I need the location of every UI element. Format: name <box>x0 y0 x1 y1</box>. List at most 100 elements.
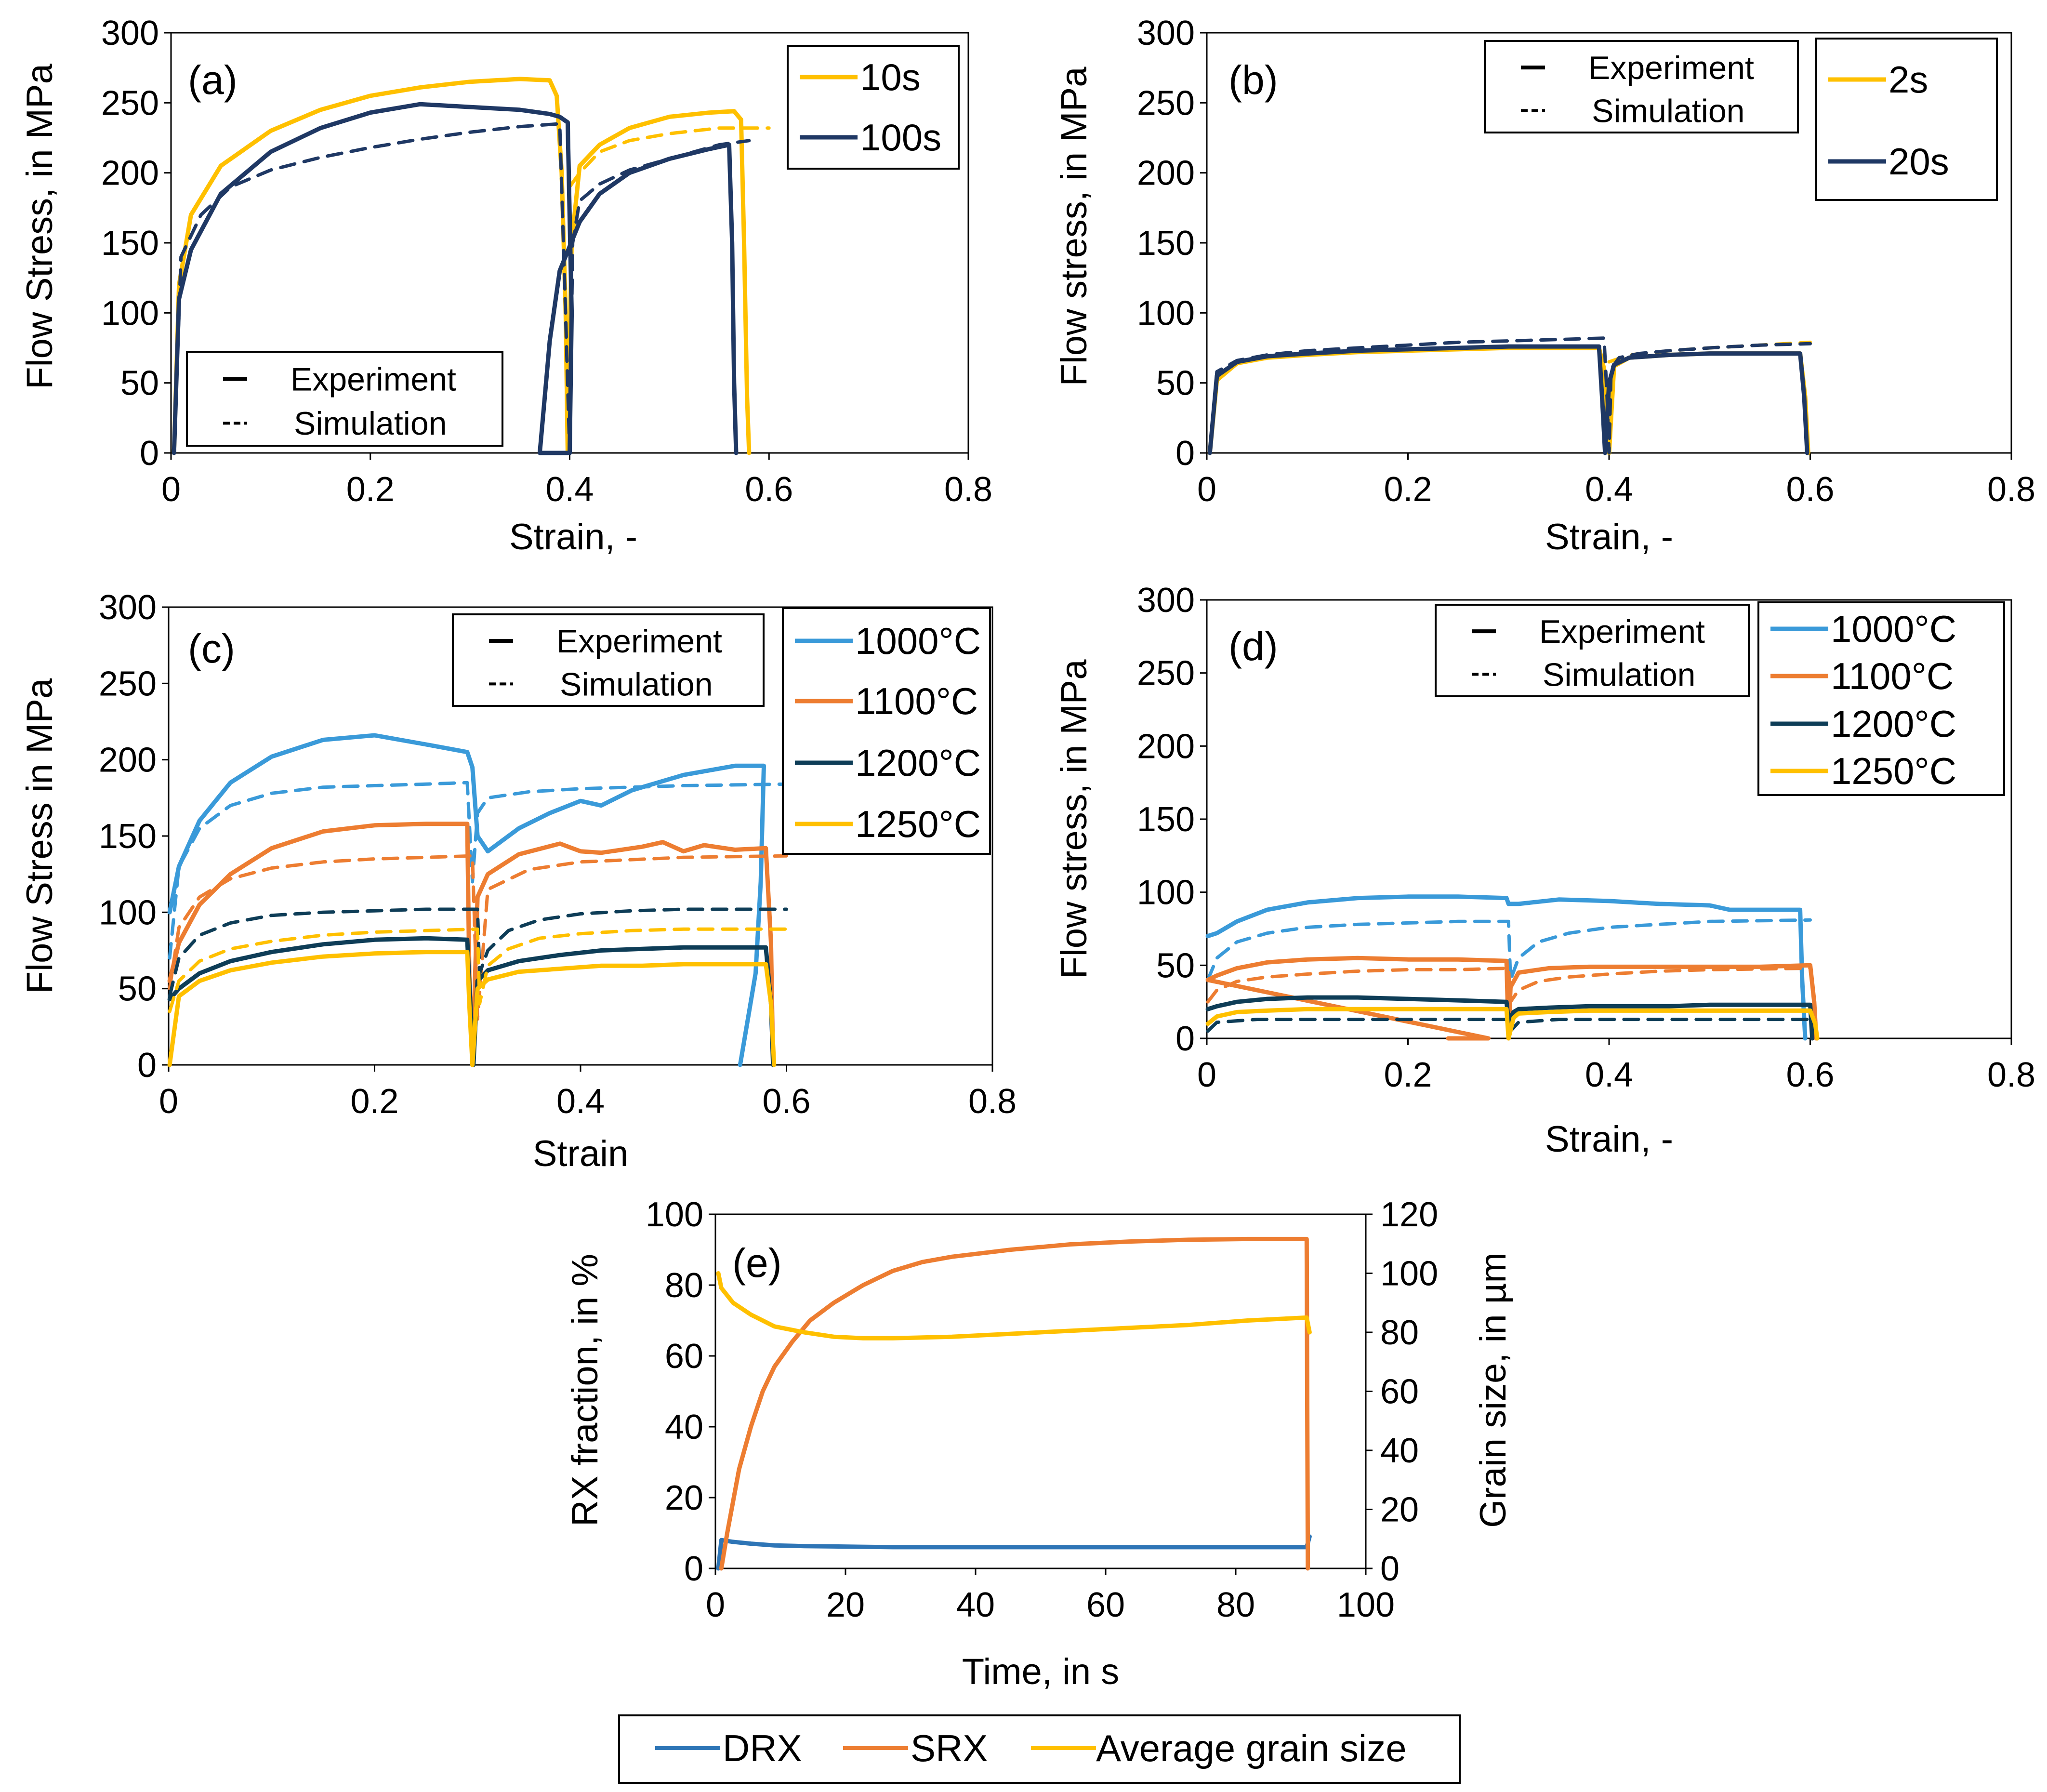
chart-e-series-line-drx-series <box>716 1534 1312 1571</box>
chart-c-x-tick-label: 0 <box>159 1082 178 1121</box>
chart-a-panel-label: (a) <box>188 57 238 103</box>
chart-a-y-tick-label: 200 <box>101 154 159 193</box>
chart-a-y-tick-label: 100 <box>101 294 159 332</box>
chart-c-x-tick-label: 0.4 <box>556 1082 605 1121</box>
chart-e-legend-label: DRX <box>723 1727 802 1769</box>
chart-b-x-tick-label: 0.6 <box>1786 470 1834 509</box>
chart-e-series-line-srx-series <box>719 1236 1310 1571</box>
chart-c-legend-label: 1200°C <box>855 742 981 784</box>
chart-c-ylabel: Flow Stress in MPa <box>19 678 60 994</box>
chart-c-series-line-1200-c-simulation <box>168 907 788 998</box>
chart-d-series-line-1200-c-simulation <box>1206 1018 1812 1033</box>
chart-b-y-tick-label: 0 <box>1175 434 1195 473</box>
chart-a-x-tick-label: 0.2 <box>346 470 395 509</box>
chart-e-x-tick-label: 20 <box>826 1586 865 1624</box>
chart-d-y-tick-label: 300 <box>1137 581 1195 620</box>
chart-b-x-tick-label: 0 <box>1197 470 1216 509</box>
chart-c-y-tick-label: 50 <box>118 970 157 1009</box>
chart-e-y-tick-label: 40 <box>665 1408 703 1447</box>
chart-e-xlabel: Time, in s <box>962 1651 1120 1692</box>
chart-d-style-legend-box <box>1435 604 1750 697</box>
chart-c-y-tick-label: 100 <box>99 893 157 932</box>
chart-b-y-tick-label: 150 <box>1137 224 1195 263</box>
chart-b-series-legend-box <box>1815 38 1998 201</box>
chart-c-panel-label: (c) <box>188 626 235 671</box>
chart-c-series-line-1100-c-experiment <box>167 822 776 1067</box>
chart-c-x-tick-label: 0.2 <box>350 1082 398 1121</box>
chart-d-series-line-1000-c-experiment <box>1205 894 1808 1041</box>
chart-e-y-tick-label: 0 <box>684 1550 703 1588</box>
chart-e-y2-tick-label: 100 <box>1380 1255 1438 1293</box>
chart-a-y-tick-label: 150 <box>101 224 159 263</box>
chart-c-legend-simulation-label: Simulation <box>560 666 713 703</box>
chart-e-x-tick-label: 40 <box>956 1586 995 1624</box>
chart-d-legend-experiment-label: Experiment <box>1539 613 1705 650</box>
chart-a-series-line-10s-simulation <box>568 126 771 189</box>
chart-c-series-line-1000-c-simulation <box>168 781 788 960</box>
chart-d-y-tick-label: 0 <box>1175 1020 1195 1058</box>
chart-e-x-tick-label: 80 <box>1216 1586 1255 1624</box>
chart-a-style-legend-box <box>186 351 503 447</box>
chart-e-x-tick-label: 100 <box>1337 1586 1395 1624</box>
chart-b-x-tick-label: 0.4 <box>1585 470 1633 509</box>
chart-c-series-line-1250-c-simulation <box>168 927 788 1013</box>
chart-d-series-line-1250-c-experiment <box>1205 1007 1820 1041</box>
chart-b-y-tick-label: 300 <box>1137 14 1195 53</box>
chart-a-series-line-10s-experiment <box>172 77 752 455</box>
chart-a-x-tick-label: 0.4 <box>545 470 594 509</box>
chart-e-y2-tick-label: 20 <box>1380 1491 1419 1529</box>
chart-c-x-tick-label: 0.8 <box>968 1082 1017 1121</box>
chart-e-panel-label: (e) <box>732 1240 782 1286</box>
chart-e-x-tick-label: 0 <box>706 1586 725 1624</box>
chart-c-series-line-1100-c-simulation <box>168 854 788 1021</box>
chart-e-y-tick-label: 20 <box>665 1479 703 1517</box>
chart-b-y-tick-label: 100 <box>1137 294 1195 332</box>
chart-c-y-tick-label: 0 <box>137 1046 157 1085</box>
chart-a-y-tick-label: 0 <box>140 434 159 473</box>
chart-a-ylabel: Flow Stress, in MPa <box>19 63 60 389</box>
chart-d-x-tick-label: 0.4 <box>1585 1056 1633 1094</box>
chart-a-y-tick-label: 300 <box>101 14 159 53</box>
chart-e-y2-tick-label: 0 <box>1380 1550 1400 1588</box>
chart-d-y-tick-label: 250 <box>1137 654 1195 693</box>
chart-panel-e: RX fraction, in % Grain size, in µm Time… <box>565 1195 1514 1784</box>
chart-b-style-legend-box <box>1484 40 1799 133</box>
chart-a-x-tick-label: 0.6 <box>745 470 793 509</box>
chart-b-legend-experiment-label: Experiment <box>1588 50 1754 86</box>
chart-c-style-legend-box <box>452 613 765 707</box>
chart-a-legend-label: 10s <box>860 56 921 98</box>
chart-a-xlabel: Strain, - <box>509 517 637 558</box>
chart-e-ylabel: RX fraction, in % <box>565 1254 606 1527</box>
chart-b-series-line-2s-experiment <box>1207 345 1810 455</box>
chart-a-series-legend-box <box>787 45 960 170</box>
chart-panel-c: Flow Stress in MPa Strain (c) 0 0.2 0.4 0.6… <box>19 588 1017 1174</box>
chart-d-y-tick-label: 150 <box>1137 800 1195 839</box>
chart-e-legend-label: SRX <box>911 1727 988 1769</box>
chart-d-series-line-1100-c-simulation <box>1206 966 1812 1004</box>
chart-d-legend-label: 1250°C <box>1831 750 1956 792</box>
chart-b-ylabel: Flow stress, in MPa <box>1054 66 1095 386</box>
chart-c-legend-label: 1100°C <box>855 680 978 722</box>
chart-panel-a: Flow Stress, in MPa Strain, - (a) 0 0.2 0.… <box>19 14 992 558</box>
chart-e-plot-frame <box>714 1213 1367 1569</box>
chart-c-y-tick-label: 200 <box>99 741 157 780</box>
chart-d-x-tick-label: 0.2 <box>1384 1056 1432 1094</box>
chart-a-x-tick-label: 0 <box>161 470 181 509</box>
chart-b-y-tick-label: 50 <box>1156 364 1195 403</box>
chart-d-x-tick-label: 0 <box>1197 1056 1216 1094</box>
chart-e-y-tick-label: 100 <box>646 1195 703 1234</box>
chart-e-y-tick-label: 60 <box>665 1337 703 1376</box>
chart-c-xlabel: Strain <box>533 1133 629 1174</box>
chart-b-x-tick-label: 0.2 <box>1384 470 1432 509</box>
chart-b-series-line-20s-simulation <box>1208 336 1812 455</box>
chart-e-y2-tick-label: 120 <box>1380 1195 1438 1234</box>
chart-a-legend-experiment-label: Experiment <box>291 361 456 398</box>
chart-c-x-tick-label: 0.6 <box>762 1082 810 1121</box>
chart-a-series-line-100s-simulation <box>172 122 751 455</box>
chart-b-legend-simulation-label: Simulation <box>1592 93 1745 129</box>
chart-d-legend-label: 1100°C <box>1831 655 1954 697</box>
chart-e-y-tick-label: 80 <box>665 1266 703 1305</box>
chart-c-legend-label: 1000°C <box>855 620 981 662</box>
chart-a-legend-label: 100s <box>860 116 941 159</box>
chart-c-y-tick-label: 150 <box>99 817 157 856</box>
